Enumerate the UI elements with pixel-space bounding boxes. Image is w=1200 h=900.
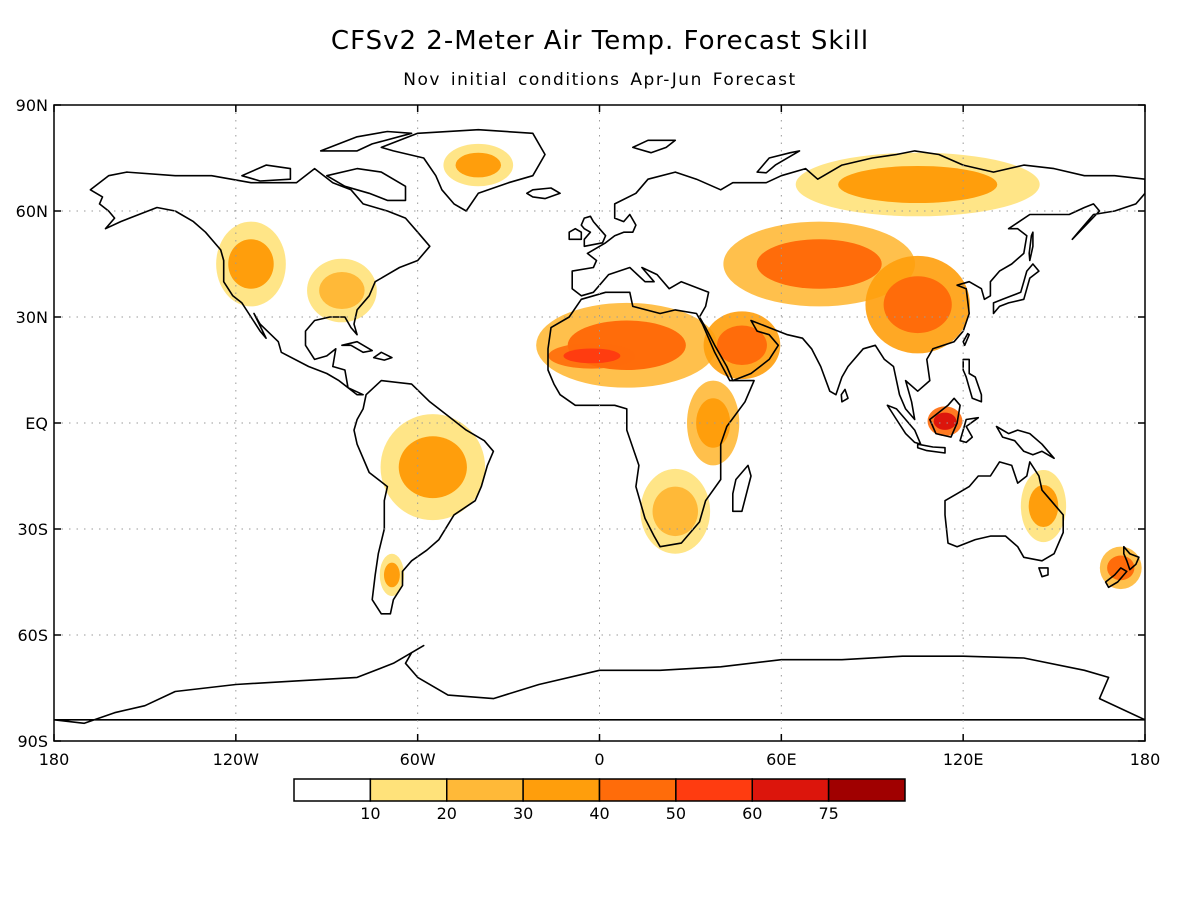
lon-tick-label: 180 [1130,750,1161,769]
coast-eurasia [571,150,1145,421]
coast-australia [944,461,1064,562]
lon-tick-label: 180 [39,750,70,769]
colorbar-swatch [369,778,448,802]
lat-tick-label: 30N [16,308,48,327]
colorbar-swatch [293,778,372,802]
skill-region [228,239,274,289]
coast-tasmania [1038,567,1049,578]
coast-svalbard [632,139,677,154]
lon-tick-label: 120W [213,750,260,769]
colorbar-swatch [446,778,524,802]
colorbar-label: 50 [666,804,686,823]
coast-cuba [341,340,373,354]
skill-region [696,398,731,448]
colorbar-swatch [522,778,601,802]
coastline-layer [54,128,1145,725]
colorbar-label: 60 [742,804,762,823]
lat-tick-label: 90N [16,96,48,115]
coast-philippines [962,358,983,403]
grid-layer [54,105,1145,741]
skill-region [563,348,621,364]
skill-region [883,276,952,334]
colorbar-label: 75 [818,804,838,823]
coast-antarctica [54,644,1145,725]
coast-iceland [526,187,561,200]
coast-new-zealand-north [1123,545,1140,571]
coast-taiwan [962,332,970,347]
coast-new-zealand-south [1104,567,1128,589]
coast-baffin [326,167,407,202]
coast-sulawesi [959,416,980,444]
skill-region [933,412,957,430]
chart-subtitle: Nov initial conditions Apr-Jun Forecast [403,70,797,90]
lon-tick-label: 60W [400,750,436,769]
coast-borneo [929,397,961,438]
coast-novaya-zemlya [756,150,801,174]
coast-sakhalin [1028,231,1034,262]
coast-ireland [568,227,583,241]
lon-tick-label: 60E [766,750,796,769]
coast-victoria-island [241,164,292,182]
skill-region [756,239,882,289]
colorbar-label: 10 [360,804,380,823]
colorbar-swatch [751,778,830,802]
colorbar-swatch [598,778,677,802]
coast-britain [580,215,607,248]
skill-shading-layer [216,143,1142,597]
coast-hispaniola [372,351,393,361]
coast-new-guinea [995,425,1055,460]
colorbar-swatch [675,778,753,802]
chart-title: CFSv2 2-Meter Air Temp. Forecast Skill [330,26,870,56]
coast-madagascar [732,464,752,513]
skill-region [838,165,998,204]
colorbar-label: 30 [513,804,533,823]
lat-tick-label: EQ [25,414,48,433]
skill-region [716,325,767,366]
colorbar: 10 20 30 40 50 60 75 [293,778,906,823]
lat-tick-label: 60N [16,202,48,221]
coast-java [916,443,946,454]
lat-tick-label: 30S [17,520,48,539]
skill-region [383,562,400,588]
coast-sumatra [886,404,922,445]
skill-region [652,486,698,537]
lon-tick-label: 0 [594,750,604,769]
colorbar-label: 20 [437,804,457,823]
coast-ellesmere [319,130,413,152]
coast-japan [992,263,1040,315]
lat-tick-label: 60S [17,626,48,645]
skill-region [319,271,365,310]
coast-north-america [89,167,431,396]
colorbar-swatch [827,778,906,802]
skill-region [455,152,502,178]
coast-greenland [380,128,546,212]
lon-tick-label: 120E [943,750,984,769]
lat-tick-label: 90S [17,732,48,751]
coast-africa [547,291,755,548]
skill-region [1028,485,1059,528]
coast-sri-lanka [840,388,849,403]
coast-south-america [353,379,495,615]
colorbar-label: 40 [589,804,609,823]
skill-region [398,436,467,499]
